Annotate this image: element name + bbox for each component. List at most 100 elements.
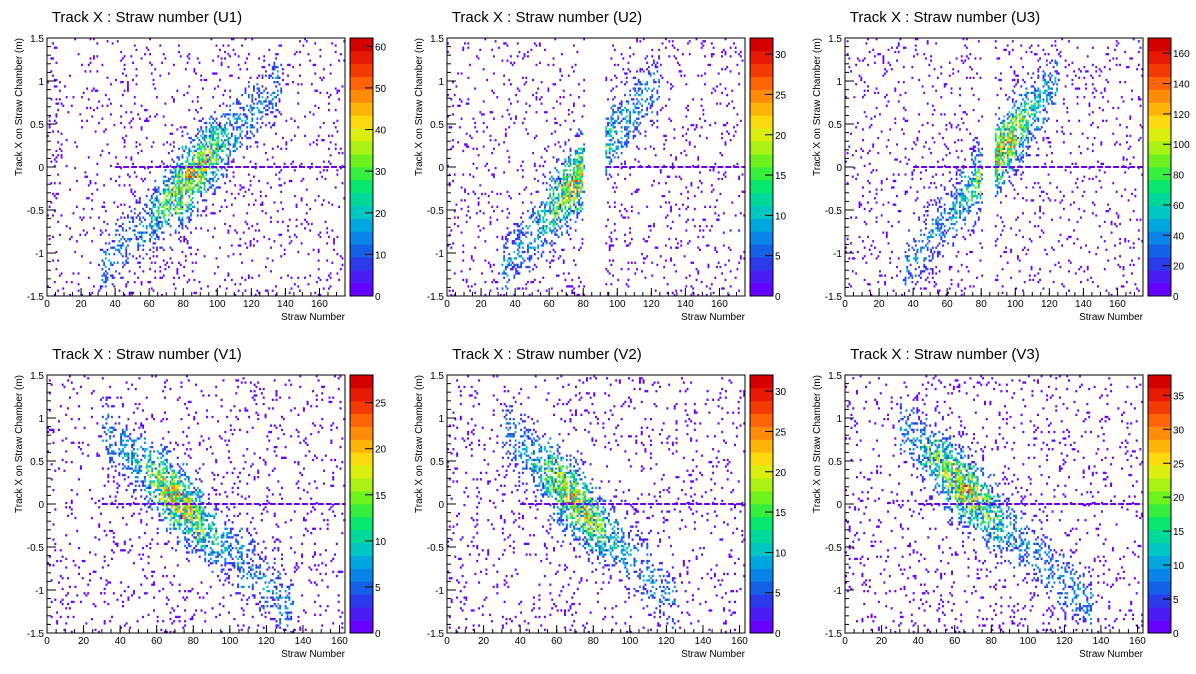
heatmap-cell: [741, 190, 744, 193]
heatmap-cell: [297, 276, 300, 279]
heatmap-cell: [501, 235, 504, 239]
heatmap-cell: [264, 113, 267, 116]
heatmap-cell: [971, 192, 973, 196]
heatmap-cell: [477, 197, 480, 200]
heatmap-cell: [251, 96, 254, 99]
heatmap-cell: [938, 205, 941, 208]
heatmap-cell: [138, 143, 141, 146]
heatmap-cell: [144, 108, 146, 112]
heatmap-cell: [150, 261, 153, 264]
z-tick-label: 25: [775, 90, 787, 101]
heatmap-cell: [552, 218, 555, 221]
heatmap-cell: [515, 93, 517, 97]
heatmap-cell: [103, 250, 106, 254]
color-scale-step: [350, 102, 373, 116]
heatmap-cell: [259, 203, 262, 206]
heatmap-cell: [879, 53, 881, 56]
color-scale-step: [750, 89, 773, 103]
heatmap-cell: [880, 130, 883, 133]
heatmap-cell: [229, 154, 232, 157]
heatmap-cell: [491, 48, 494, 52]
heatmap-cell: [918, 130, 921, 133]
heatmap-cell: [867, 235, 869, 239]
heatmap-cell: [133, 229, 136, 232]
heatmap-cell: [176, 201, 179, 204]
heatmap-cell: [75, 179, 78, 183]
heatmap-cell: [190, 167, 192, 170]
heatmap-cell: [178, 261, 180, 264]
heatmap-cell: [853, 167, 856, 170]
heatmap-cell: [561, 205, 563, 208]
heatmap-cell: [634, 126, 637, 129]
heatmap-cell: [190, 173, 192, 176]
heatmap-cell: [237, 136, 240, 140]
color-scale-step: [750, 154, 773, 168]
heatmap-cell: [576, 173, 579, 176]
heatmap-cell: [326, 91, 329, 95]
heatmap-cell: [276, 74, 279, 77]
heatmap-cell: [176, 162, 179, 165]
heatmap-cell: [885, 231, 888, 234]
heatmap-cell: [578, 156, 580, 159]
heatmap-cell: [448, 233, 451, 236]
heatmap-cell: [540, 210, 543, 213]
heatmap-cell: [162, 190, 165, 193]
heatmap-cell: [210, 154, 213, 157]
heatmap-cell: [125, 253, 128, 256]
heatmap-cell: [555, 233, 558, 236]
heatmap-cell: [952, 68, 955, 71]
heatmap-cell: [957, 285, 960, 288]
heatmap-cell: [188, 149, 191, 153]
heatmap-cell: [310, 83, 313, 86]
heatmap-cell: [549, 203, 552, 206]
heatmap-cell: [936, 160, 939, 163]
heatmap-cell: [256, 102, 259, 105]
heatmap-cell: [91, 291, 94, 294]
heatmap-cell: [904, 108, 907, 112]
heatmap-cell: [305, 40, 308, 43]
heatmap-cell: [179, 207, 182, 211]
heatmap-cell: [578, 184, 580, 187]
heatmap-cell: [178, 184, 180, 187]
heatmap-cell: [150, 201, 153, 204]
heatmap-cell: [858, 201, 861, 204]
heatmap-cell: [247, 227, 250, 230]
heatmap-cell: [201, 169, 204, 172]
heatmap-cell: [625, 134, 628, 138]
heatmap-cell: [559, 182, 562, 185]
heatmap-cell: [253, 126, 255, 129]
heatmap-cell: [926, 237, 929, 241]
heatmap-cell: [283, 182, 286, 185]
heatmap-cell: [564, 199, 567, 202]
heatmap-cell: [639, 102, 642, 105]
heatmap-cell: [208, 128, 211, 131]
heatmap-cell: [545, 242, 548, 245]
heatmap-cell: [547, 210, 550, 213]
heatmap-cell: [155, 255, 158, 258]
heatmap-cell: [278, 171, 281, 174]
heatmap-cell: [196, 154, 199, 157]
heatmap-cell: [515, 272, 517, 275]
heatmap-cell: [617, 141, 620, 144]
heatmap-cell: [608, 134, 611, 138]
heatmap-cell: [943, 164, 946, 168]
heatmap-cell: [317, 233, 320, 236]
heatmap-cell: [856, 121, 859, 125]
heatmap-cell: [731, 100, 734, 103]
heatmap-cell: [710, 42, 713, 45]
heatmap-cell: [215, 147, 218, 150]
heatmap-cell: [528, 293, 531, 297]
heatmap-cell: [150, 207, 153, 211]
heatmap-cell: [625, 139, 628, 142]
heatmap-cell: [948, 121, 951, 125]
heatmap-cell: [236, 98, 238, 101]
heatmap-cell: [222, 141, 225, 144]
heatmap-cell: [327, 201, 330, 204]
heatmap-cell: [130, 55, 133, 58]
heatmap-cell: [201, 132, 204, 135]
heatmap-cell: [933, 68, 936, 71]
heatmap-cell: [113, 201, 116, 204]
heatmap-cell: [164, 184, 167, 187]
heatmap-cell: [246, 117, 249, 120]
heatmap-cell: [309, 207, 312, 211]
